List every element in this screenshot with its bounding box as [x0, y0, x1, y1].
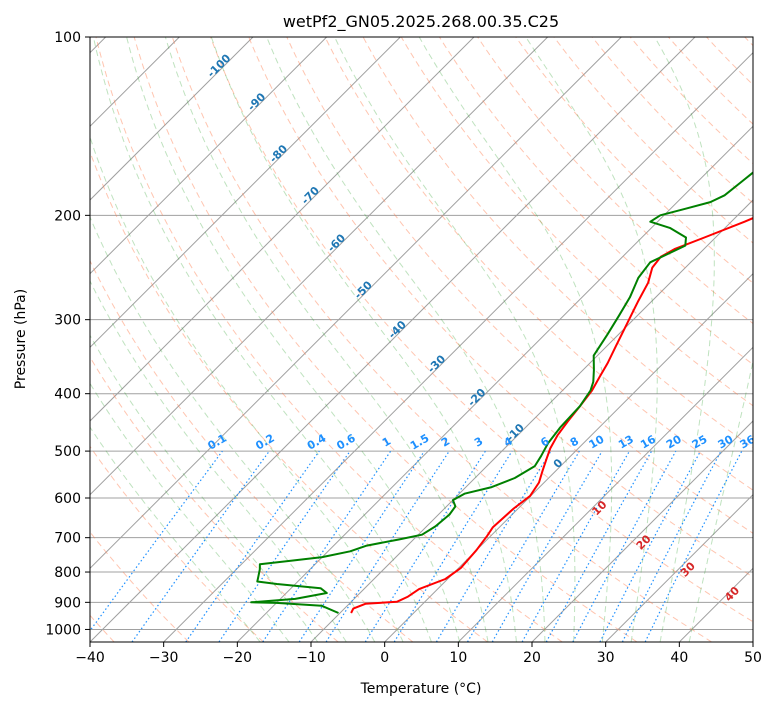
x-tick-label: 50 [744, 650, 762, 666]
x-tick-label: −30 [149, 650, 179, 666]
x-tick-label: −40 [75, 650, 105, 666]
x-tick-label: 20 [523, 650, 541, 666]
x-tick-label: 40 [670, 650, 688, 666]
y-tick-label: 600 [54, 491, 81, 507]
x-tick-label: −20 [223, 650, 253, 666]
x-axis-title: Temperature (°C) [360, 681, 482, 697]
y-tick-label: 100 [54, 30, 81, 46]
y-tick-label: 1000 [45, 622, 81, 638]
y-axis-title: Pressure (hPa) [13, 289, 29, 389]
chart-title: wetPf2_GN05.2025.268.00.35.C25 [283, 12, 559, 32]
x-tick-label: −10 [296, 650, 326, 666]
y-tick-label: 900 [54, 595, 81, 611]
x-tick-label: 10 [449, 650, 467, 666]
y-tick-label: 700 [54, 531, 81, 547]
y-tick-label: 500 [54, 444, 81, 460]
y-tick-label: 300 [54, 313, 81, 329]
x-tick-label: 30 [597, 650, 615, 666]
y-tick-label: 200 [54, 208, 81, 224]
x-tick-label: 0 [380, 650, 389, 666]
y-tick-label: 800 [54, 565, 81, 581]
y-tick-label: 400 [54, 387, 81, 403]
